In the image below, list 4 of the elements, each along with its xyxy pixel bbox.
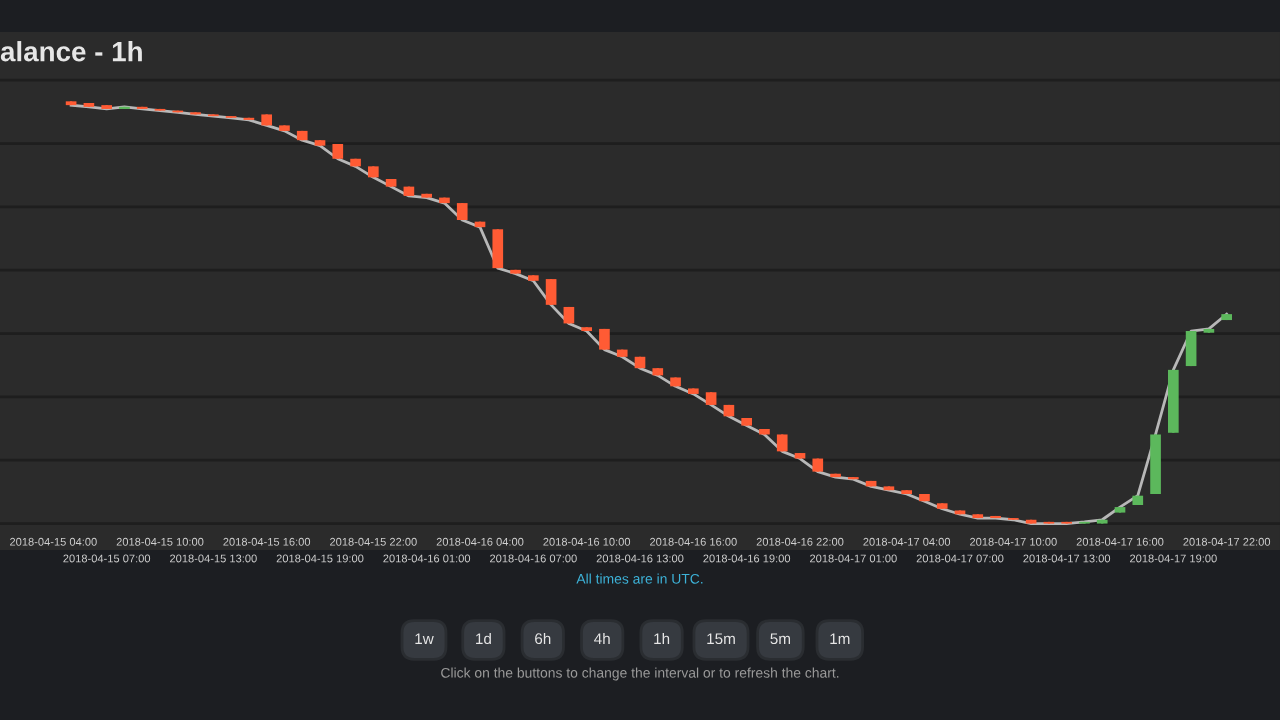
candlestick [492, 228, 504, 270]
candlestick [545, 277, 557, 306]
candlestick [1185, 329, 1197, 368]
chart-title: alance - 1h [0, 41, 142, 62]
